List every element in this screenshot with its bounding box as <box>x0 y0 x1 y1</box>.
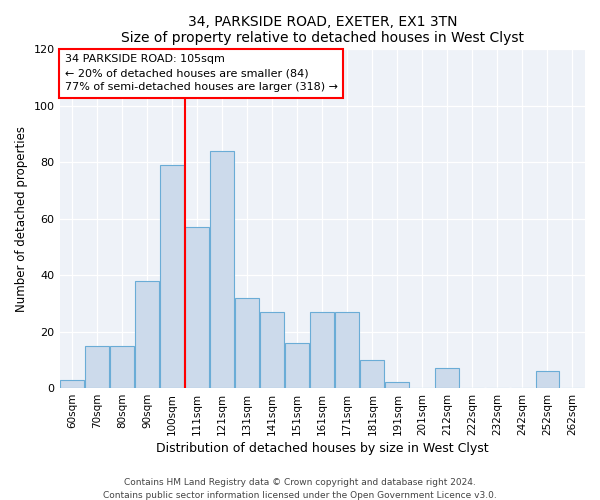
Bar <box>310 312 334 388</box>
Bar <box>135 280 159 388</box>
Bar <box>85 346 109 388</box>
Y-axis label: Number of detached properties: Number of detached properties <box>15 126 28 312</box>
Bar <box>235 298 259 388</box>
Bar <box>160 165 184 388</box>
Bar <box>60 380 84 388</box>
Bar <box>385 382 409 388</box>
Bar <box>185 227 209 388</box>
Bar <box>536 371 559 388</box>
Title: 34, PARKSIDE ROAD, EXETER, EX1 3TN
Size of property relative to detached houses : 34, PARKSIDE ROAD, EXETER, EX1 3TN Size … <box>121 15 524 45</box>
Bar <box>335 312 359 388</box>
Bar <box>286 343 309 388</box>
X-axis label: Distribution of detached houses by size in West Clyst: Distribution of detached houses by size … <box>156 442 488 455</box>
Bar <box>110 346 134 388</box>
Bar <box>210 151 234 388</box>
Bar <box>260 312 284 388</box>
Bar <box>436 368 459 388</box>
Bar <box>361 360 384 388</box>
Text: Contains HM Land Registry data © Crown copyright and database right 2024.
Contai: Contains HM Land Registry data © Crown c… <box>103 478 497 500</box>
Text: 34 PARKSIDE ROAD: 105sqm
← 20% of detached houses are smaller (84)
77% of semi-d: 34 PARKSIDE ROAD: 105sqm ← 20% of detach… <box>65 54 338 92</box>
